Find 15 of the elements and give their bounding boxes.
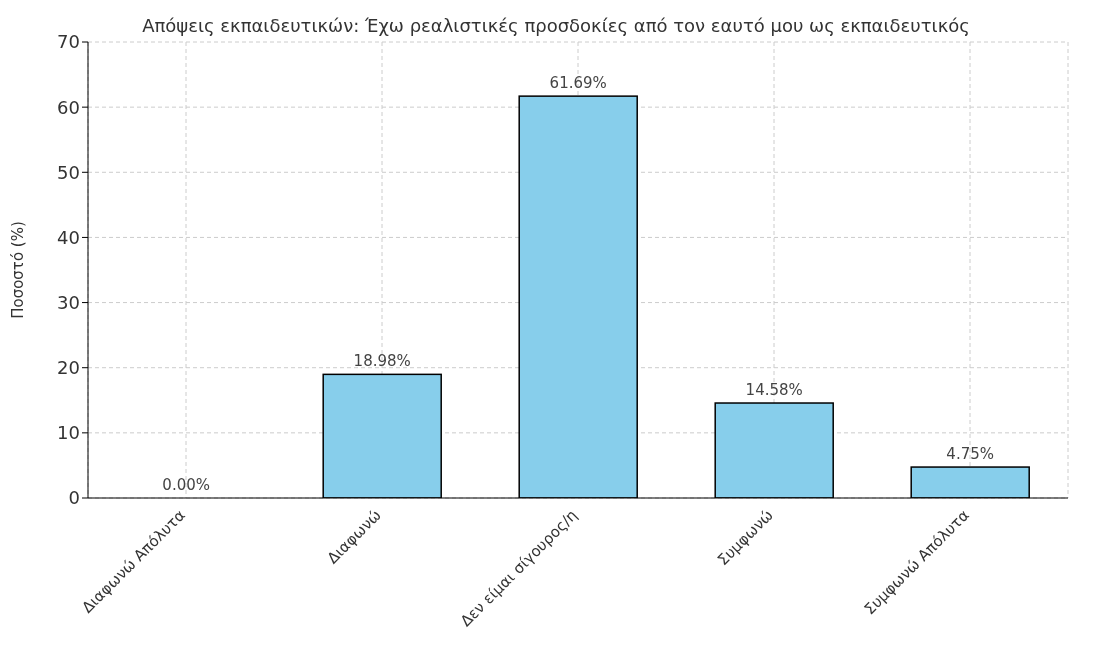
data-label: 4.75% [946,445,995,464]
y-tick-label: 20 [57,357,80,379]
y-tick-label: 40 [57,226,80,248]
y-tick-label: 0 [68,487,80,509]
y-tick-label: 30 [57,291,80,313]
data-label: 61.69% [549,74,607,93]
y-tick-label: 10 [57,422,80,444]
data-label: 18.98% [353,352,411,371]
chart-title: Απόψεις εκπαιδευτικών: Έχω ρεαλιστικές προσδοκίες από τον εαυτό μου ως εκπαιδευτικός [142,15,970,36]
y-axis-title: Ποσοστό (%) [9,221,28,319]
y-tick-label: 60 [57,96,80,118]
data-label: 14.58% [745,381,803,400]
data-label: 0.00% [162,476,211,494]
y-tick-label: 50 [57,161,80,183]
y-tick-label: 70 [57,31,80,53]
